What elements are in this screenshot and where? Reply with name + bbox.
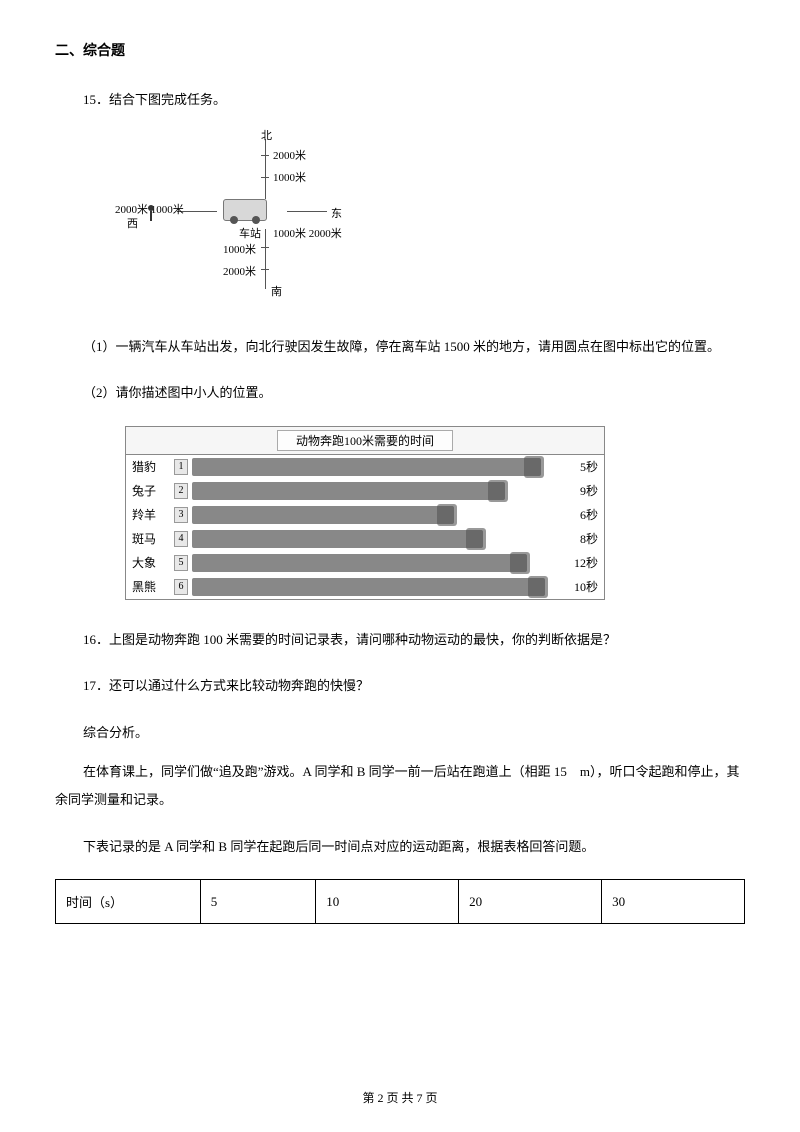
- axis-north: [265, 139, 266, 199]
- analysis-label: 综合分析。: [83, 719, 745, 748]
- time-table: 时间（s） 5 10 20 30: [55, 879, 745, 924]
- chart-title-wrap: 动物奔跑100米需要的时间: [126, 427, 604, 455]
- animal-index: 2: [174, 483, 188, 499]
- table-cell: 5: [200, 880, 316, 924]
- q17-number: 17．: [83, 678, 109, 693]
- animal-label: 兔子: [132, 482, 174, 499]
- para2: 下表记录的是 A 同学和 B 同学在起跑后同一时间点对应的运动距离，根据表格回答…: [83, 833, 745, 862]
- axis-east: [287, 211, 327, 212]
- bar-wrap: [192, 530, 556, 548]
- animal-index: 1: [174, 459, 188, 475]
- animal-time: 12秒: [556, 554, 598, 571]
- bar: [192, 458, 541, 476]
- chart-row: 猎豹1 5秒: [126, 455, 604, 479]
- animal-time: 9秒: [556, 482, 598, 499]
- q15-sub2: （2）请你描述图中小人的位置。: [83, 379, 745, 408]
- bar-wrap: [192, 458, 556, 476]
- chart-row: 兔子2 9秒: [126, 479, 604, 503]
- dir-east: 东: [331, 205, 342, 221]
- q16: 16．上图是动物奔跑 100 米需要的时间记录表，请问哪种动物运动的最快，你的判…: [83, 626, 745, 655]
- table-cell: 30: [602, 880, 745, 924]
- dir-north: 北: [261, 127, 272, 143]
- q17-text: 还可以通过什么方式来比较动物奔跑的快慢？: [109, 678, 369, 693]
- bar-wrap: [192, 578, 556, 596]
- east-scale: 1000米 2000米: [273, 225, 342, 241]
- chart-row: 大象5 12秒: [126, 551, 604, 575]
- bar: [192, 578, 545, 596]
- footer-prefix: 第: [362, 1091, 377, 1105]
- table-cell: 10: [316, 880, 459, 924]
- bus-icon: [223, 199, 267, 221]
- animal-label: 羚羊: [132, 506, 174, 523]
- animal-label: 斑马: [132, 530, 174, 547]
- q15-sub1: （1）一辆汽车从车站出发，向北行驶因发生故障，停在离车站 1500 米的地方，请…: [55, 333, 745, 362]
- section-heading: 二、综合题: [55, 40, 745, 60]
- tick: [261, 269, 269, 270]
- q17: 17．还可以通过什么方式来比较动物奔跑的快慢？: [83, 672, 745, 701]
- tick: [261, 177, 269, 178]
- q15-text: 结合下图完成任务。: [109, 92, 226, 107]
- animal-index: 6: [174, 579, 188, 595]
- chart-row: 羚羊3 6秒: [126, 503, 604, 527]
- bar: [192, 506, 454, 524]
- q15-number: 15．: [83, 92, 109, 107]
- dir-south: 南: [271, 283, 282, 299]
- animal-chart: 动物奔跑100米需要的时间 猎豹1 5秒兔子2 9秒羚羊3 6秒斑马4 8秒大象5 12秒…: [125, 426, 605, 600]
- bar: [192, 554, 527, 572]
- q15-stem: 15．结合下图完成任务。: [83, 86, 745, 115]
- tick: [261, 155, 269, 156]
- animal-time: 10秒: [556, 578, 598, 595]
- animal-time: 6秒: [556, 506, 598, 523]
- bar-wrap: [192, 482, 556, 500]
- chart-title: 动物奔跑100米需要的时间: [277, 430, 453, 451]
- north-2000: 2000米: [273, 147, 306, 163]
- station-label: 车站: [239, 225, 261, 241]
- q16-number: 16．: [83, 632, 109, 647]
- bar-wrap: [192, 554, 556, 572]
- chart-row: 斑马4 8秒: [126, 527, 604, 551]
- table-cell: 20: [459, 880, 602, 924]
- animal-time: 8秒: [556, 530, 598, 547]
- dir-west: 西: [127, 215, 138, 231]
- animal-index: 5: [174, 555, 188, 571]
- bar: [192, 482, 505, 500]
- q16-text: 上图是动物奔跑 100 米需要的时间记录表，请问哪种动物运动的最快，你的判断依据…: [109, 632, 616, 647]
- animal-label: 猎豹: [132, 458, 174, 475]
- animal-index: 3: [174, 507, 188, 523]
- animal-time: 5秒: [556, 458, 598, 475]
- compass-figure: 北 2000米 1000米 2000米 1000米 西 车站 东 1000米 2…: [115, 133, 395, 313]
- chart-row: 黑熊6 10秒: [126, 575, 604, 599]
- table-head: 时间（s）: [56, 880, 201, 924]
- south-2000: 2000米: [223, 263, 256, 279]
- footer-mid: 页 共: [383, 1091, 416, 1105]
- animal-label: 黑熊: [132, 578, 174, 595]
- table-row: 时间（s） 5 10 20 30: [56, 880, 745, 924]
- person-icon: [145, 205, 157, 223]
- south-1000: 1000米: [223, 241, 256, 257]
- para1: 在体育课上，同学们做“追及跑”游戏。A 同学和 B 同学一前一后站在跑道上（相距…: [55, 758, 745, 815]
- animal-index: 4: [174, 531, 188, 547]
- tick: [261, 247, 269, 248]
- animal-label: 大象: [132, 554, 174, 571]
- bar: [192, 530, 483, 548]
- bar-wrap: [192, 506, 556, 524]
- page-footer: 第 2 页 共 7 页: [0, 1089, 800, 1106]
- axis-south: [265, 229, 266, 289]
- north-1000: 1000米: [273, 169, 306, 185]
- footer-suffix: 页: [423, 1091, 438, 1105]
